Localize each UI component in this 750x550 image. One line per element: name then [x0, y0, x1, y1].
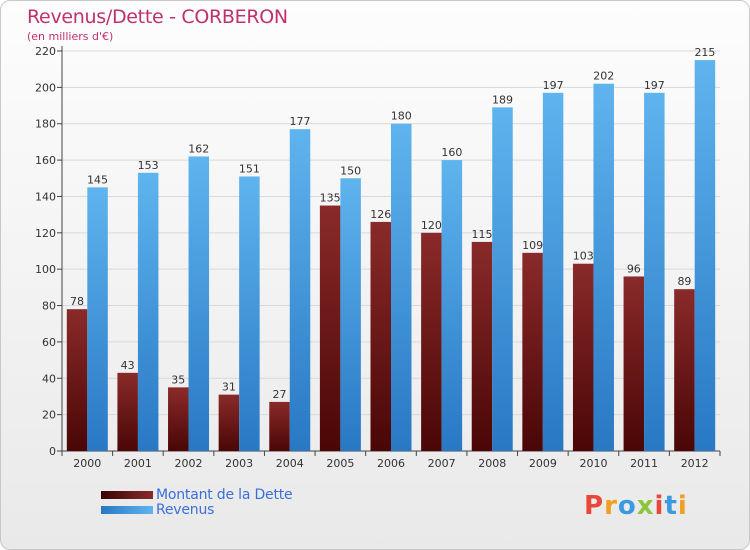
data-label-dette: 135 [320, 192, 341, 205]
y-tick-label: 100 [35, 263, 56, 276]
x-tick-label: 2002 [175, 457, 203, 470]
y-tick-label: 40 [42, 372, 56, 385]
data-label-dette: 78 [70, 295, 84, 308]
chart-title: Revenus/Dette - CORBERON [27, 6, 288, 28]
bar-dette [522, 252, 543, 451]
y-tick-label: 200 [35, 81, 56, 94]
data-labels: 78 145 43 153 35 162 31 151 27 177 135 150 126 180 120… [70, 46, 715, 401]
data-label-dette: 120 [421, 219, 442, 232]
data-label-dette: 103 [573, 250, 594, 263]
x-tick-label: 2005 [326, 457, 354, 470]
data-label-revenus: 177 [290, 115, 311, 128]
y-tick-label: 140 [35, 190, 56, 203]
legend-label-debt: Montant de la Dette [156, 486, 293, 503]
y-tick-label: 0 [49, 445, 56, 458]
x-tick-label: 2007 [428, 457, 456, 470]
x-tick-label: 2006 [377, 457, 405, 470]
data-label-revenus: 189 [492, 93, 513, 106]
data-label-revenus: 197 [543, 79, 564, 92]
bar-dette [623, 276, 645, 451]
data-label-revenus: 215 [694, 46, 715, 59]
bar-revenus [340, 178, 361, 452]
data-label-dette: 31 [222, 381, 236, 394]
data-label-revenus: 150 [340, 164, 361, 177]
y-tick-label: 80 [42, 300, 56, 313]
bars [66, 60, 716, 452]
legend: Montant de la Dette Revenus [101, 486, 293, 518]
data-label-revenus: 180 [391, 110, 412, 123]
logo-letter: P [584, 491, 605, 521]
x-tick-label: 2000 [73, 457, 101, 470]
data-label-revenus: 197 [644, 79, 665, 92]
bar-dette [421, 232, 442, 451]
bar-dette [269, 401, 290, 451]
bar-dette [370, 221, 391, 451]
y-tick-label: 220 [35, 45, 56, 58]
bar-dette [168, 387, 189, 451]
bar-dette [319, 205, 341, 451]
bar-revenus [188, 156, 210, 452]
logo-letter: x [636, 491, 655, 521]
legend-item-revenus: Revenus [101, 501, 292, 518]
y-tick-label: 60 [42, 336, 56, 349]
bar-revenus [542, 92, 564, 452]
data-label-dette: 89 [677, 275, 691, 288]
data-label-revenus: 162 [188, 142, 209, 155]
x-tick-label: 2001 [124, 457, 152, 470]
x-tick-label: 2009 [529, 457, 557, 470]
data-label-revenus: 145 [87, 173, 108, 186]
legend-swatch-revenus [101, 505, 153, 514]
legend-item-debt: Montant de la Dette [101, 486, 293, 503]
logo-letter: o [617, 491, 637, 521]
x-tick-label: 2010 [579, 457, 607, 470]
x-tick-label: 2004 [276, 457, 304, 470]
x-tick-label: 2012 [681, 457, 709, 470]
logo-letter: r [604, 491, 618, 521]
x-tick-label: 2008 [478, 457, 506, 470]
bar-revenus [137, 172, 159, 451]
bar-revenus [644, 92, 665, 452]
data-label-dette: 115 [471, 228, 492, 241]
data-label-revenus: 153 [138, 159, 159, 172]
bar-dette [471, 241, 493, 451]
bar-dette [66, 309, 88, 451]
y-tick-label: 20 [42, 409, 56, 422]
legend-swatch-debt [101, 490, 153, 499]
bar-dette [117, 372, 138, 451]
bar-revenus [492, 107, 513, 451]
logo-letter: i [654, 491, 665, 521]
data-label-dette: 126 [370, 208, 391, 221]
data-label-dette: 109 [522, 239, 543, 252]
x-tick-label: 2011 [630, 457, 658, 470]
proxiti-logo: Proxiti [584, 491, 688, 521]
data-label-revenus: 202 [593, 70, 614, 83]
bar-revenus [87, 187, 108, 451]
data-label-dette: 43 [121, 359, 135, 372]
y-tick-label: 180 [35, 118, 56, 131]
bar-revenus [239, 176, 260, 452]
data-label-dette: 27 [273, 388, 287, 401]
bar-revenus [391, 123, 412, 452]
bar-revenus [593, 83, 614, 452]
y-tick-label: 160 [35, 154, 56, 167]
x-tick-label: 2003 [225, 457, 253, 470]
chart-subtitle: (en milliers d'€) [27, 30, 114, 43]
bar-revenus [694, 60, 716, 451]
data-label-revenus: 160 [441, 146, 462, 159]
data-label-dette: 96 [627, 262, 641, 275]
y-tick-label: 120 [35, 227, 56, 240]
bar-dette [674, 289, 695, 451]
logo-letter: t [664, 491, 678, 521]
bar-revenus [441, 160, 463, 451]
data-label-dette: 35 [171, 373, 185, 386]
legend-label-revenus: Revenus [156, 501, 215, 518]
data-label-revenus: 151 [239, 162, 260, 175]
bar-dette [218, 394, 240, 451]
bar-revenus [289, 129, 311, 451]
logo-letter: i [677, 491, 688, 521]
bar-dette [572, 263, 594, 451]
